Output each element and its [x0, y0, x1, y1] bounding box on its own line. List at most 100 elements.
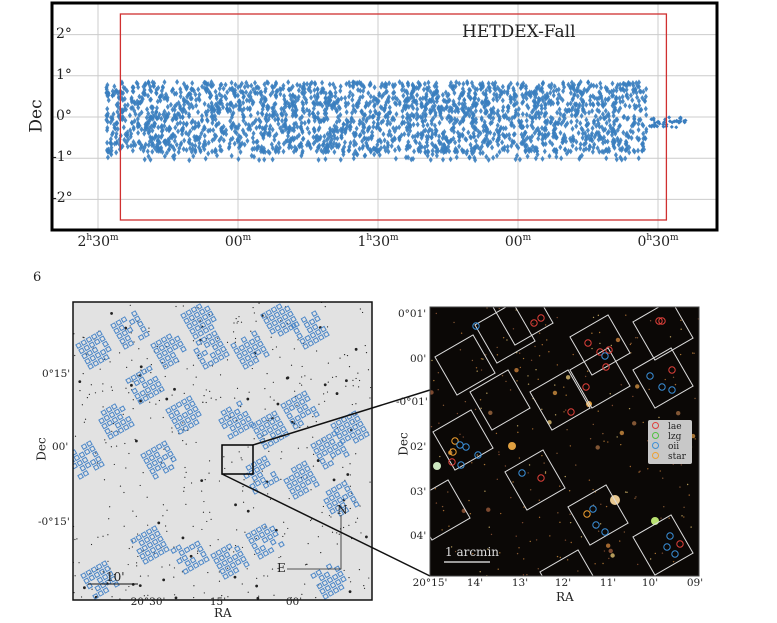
star: [246, 568, 248, 570]
pointing-marker: [409, 111, 414, 118]
star: [346, 354, 349, 357]
ifu-square: [117, 426, 125, 434]
star: [273, 594, 275, 596]
pointing-marker: [372, 151, 377, 158]
galaxy: [476, 370, 478, 372]
pointing-marker: [551, 92, 556, 99]
pointing-marker: [496, 108, 501, 115]
pointing-marker: [580, 134, 585, 141]
ifu-square: [315, 569, 323, 577]
ifu-square: [120, 316, 128, 324]
ifu-square: [288, 474, 296, 482]
pointing-marker: [600, 136, 605, 143]
source-marker: [676, 540, 684, 548]
ifu-square: [297, 489, 305, 497]
star: [318, 403, 320, 405]
galaxy: [575, 464, 577, 466]
pointing-marker: [377, 137, 382, 144]
pointing-marker: [521, 94, 526, 101]
pointing-marker: [472, 133, 477, 140]
galaxy: [518, 352, 521, 354]
pointing-marker: [379, 93, 384, 100]
pointing-marker: [123, 117, 128, 124]
ifu-square: [259, 544, 267, 552]
pointing-marker: [426, 128, 431, 135]
pointing-marker: [465, 78, 470, 85]
pointing-marker: [426, 79, 431, 86]
pointing-marker: [357, 132, 362, 139]
ifu-square: [266, 426, 274, 434]
source-marker: [537, 314, 545, 322]
pointing-marker: [470, 118, 475, 125]
pointing-marker: [578, 145, 583, 152]
pointing-marker: [204, 88, 209, 95]
star: [310, 489, 312, 491]
pointing-marker: [266, 79, 271, 86]
star: [107, 560, 109, 562]
ifu-square: [329, 507, 337, 515]
ifu-square: [322, 330, 330, 338]
ifu-square: [356, 420, 364, 428]
ifu-square: [234, 558, 242, 566]
pointing-marker: [329, 90, 334, 97]
ifu-square: [323, 441, 331, 449]
pointing-marker: [311, 105, 316, 112]
left-y-tick-label: 0°15': [42, 368, 71, 380]
pointing-marker: [592, 134, 597, 141]
pointing-marker: [193, 149, 198, 156]
ifu-square: [157, 548, 165, 556]
star: [233, 322, 235, 324]
ifu-square: [273, 311, 281, 319]
ifu-square: [263, 421, 271, 429]
ifu-square: [168, 338, 176, 346]
ifu-square: [189, 556, 197, 564]
star: [147, 575, 149, 577]
galaxy: [541, 344, 543, 346]
pointing-marker: [375, 123, 380, 130]
ifu-square: [96, 576, 104, 584]
ifu-square: [203, 341, 211, 349]
legend-label: lae: [668, 422, 682, 432]
pointing-marker: [628, 92, 633, 99]
star: [143, 595, 145, 597]
pointing-marker: [255, 90, 260, 97]
pointing-marker: [338, 156, 343, 163]
ifu-square: [174, 422, 182, 430]
galaxy: [430, 425, 433, 428]
galaxy: [500, 512, 502, 515]
star: [183, 490, 185, 492]
star: [352, 385, 354, 387]
ifu-square: [239, 418, 247, 426]
star: [125, 589, 127, 591]
pointing-marker: [548, 89, 553, 96]
ifu-footprint: [474, 307, 536, 364]
pointing-marker: [519, 140, 524, 147]
pointing-marker: [287, 103, 292, 110]
ifu-square: [165, 333, 173, 341]
pointing-marker: [657, 121, 662, 126]
star: [361, 311, 364, 314]
star: [74, 354, 76, 357]
ifu-square: [233, 347, 241, 355]
ifu-square: [97, 589, 105, 597]
pointing-marker: [214, 122, 219, 129]
pointing-marker: [136, 104, 141, 111]
pointing-marker: [454, 154, 459, 161]
pointing-marker: [238, 149, 243, 156]
galaxy: [498, 451, 500, 453]
star: [241, 459, 243, 461]
star: [301, 384, 303, 386]
pointing-marker: [542, 93, 547, 100]
x-tick-part: m: [522, 233, 532, 243]
ifu-square: [330, 422, 338, 430]
pointing-marker: [316, 144, 321, 151]
ifu-square: [344, 434, 352, 442]
star: [283, 521, 285, 523]
star: [110, 386, 112, 388]
ifu-square: [208, 338, 216, 346]
pointing-marker: [500, 97, 505, 104]
galaxy: [482, 358, 484, 360]
pointing-marker: [141, 147, 146, 154]
galaxy: [559, 485, 561, 487]
pointing-marker: [473, 107, 478, 114]
